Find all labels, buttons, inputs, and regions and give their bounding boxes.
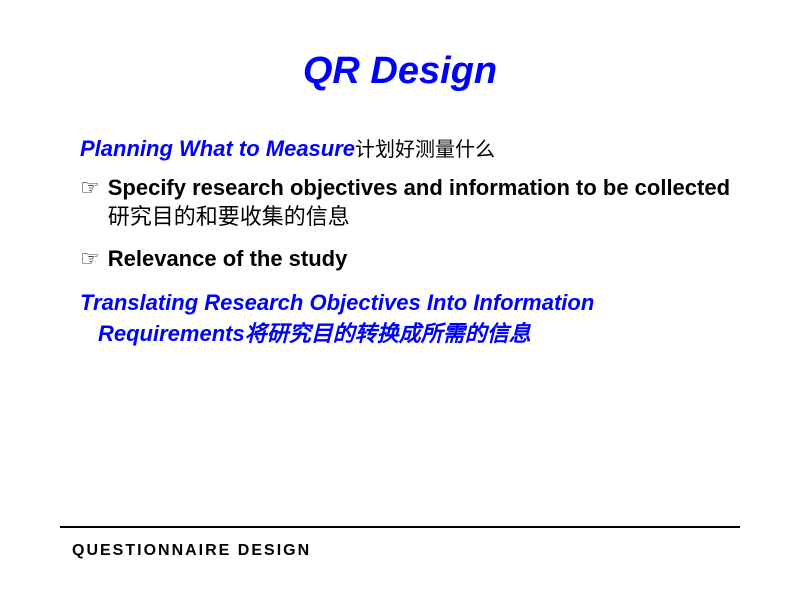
bullet1-english: Specify research objectives and informat…: [108, 175, 730, 200]
slide-title: QR Design: [60, 50, 740, 93]
hand-point-icon: ☞: [80, 174, 100, 203]
heading1-chinese: 计划好测量什么: [355, 139, 495, 161]
bullet-item-1: ☞ Specify research objectives and inform…: [80, 174, 740, 231]
heading2-line2-english: Requirements: [98, 321, 245, 346]
section-heading-1: Planning What to Measure计划好测量什么: [80, 133, 740, 162]
bullet1-text: Specify research objectives and informat…: [108, 174, 740, 231]
bullet-item-2: ☞ Relevance of the study: [80, 245, 740, 274]
section-heading-2: Translating Research Objectives Into Inf…: [80, 288, 740, 350]
slide-container: QR Design Planning What to Measure计划好测量什…: [0, 0, 800, 600]
bullet2-text: Relevance of the study: [108, 245, 348, 274]
hand-point-icon: ☞: [80, 245, 100, 274]
bullet1-chinese: 研究目的和要收集的信息: [108, 204, 350, 229]
footer-divider: [60, 526, 740, 528]
footer-label: QUESTIONNAIRE DESIGN: [72, 542, 311, 560]
heading2-line1: Translating Research Objectives Into Inf…: [80, 290, 594, 315]
heading1-english: Planning What to Measure: [80, 136, 355, 161]
heading2-line2-chinese: 将研究目的转换成所需的信息: [245, 321, 531, 346]
